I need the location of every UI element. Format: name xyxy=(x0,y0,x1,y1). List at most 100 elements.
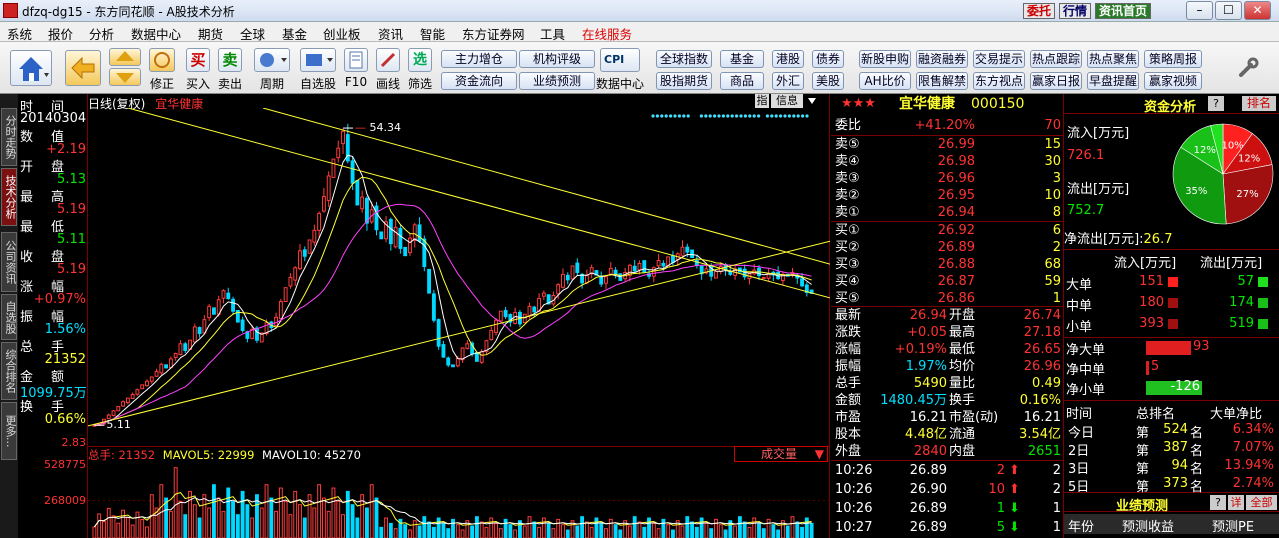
info-tab[interactable]: 信息 xyxy=(771,94,803,108)
volume-bar xyxy=(264,484,269,538)
pie-slice xyxy=(1172,146,1227,225)
menu-news[interactable]: 资讯 xyxy=(378,27,404,42)
global-index-button[interactable]: 全球指数 xyxy=(656,50,712,68)
candle-body xyxy=(575,262,580,274)
candle-body xyxy=(627,264,632,276)
capital-flow-button[interactable]: 资金流向 xyxy=(441,72,517,90)
maximize-icon[interactable]: ☐ xyxy=(1215,1,1242,20)
volume-bar xyxy=(714,518,718,538)
draw-line-icon[interactable] xyxy=(376,48,400,72)
candle-body xyxy=(431,293,436,321)
institution-rating-button[interactable]: 机构评级 xyxy=(519,50,595,68)
revise-icon[interactable] xyxy=(149,48,175,72)
volume-bar xyxy=(537,526,542,538)
tab-intraday[interactable]: 分时走势 xyxy=(1,108,17,166)
bond-button[interactable]: 债券 xyxy=(812,50,844,68)
east-view-button[interactable]: 东方视点 xyxy=(973,72,1025,90)
minimize-icon[interactable]: – xyxy=(1186,1,1213,20)
hotspot-track-button[interactable]: 热点跟踪 xyxy=(1030,50,1082,68)
us-stock-button[interactable]: 美股 xyxy=(812,72,844,90)
forecast-all-button[interactable]: 全部 xyxy=(1246,495,1277,510)
earnings-forecast-button[interactable]: 业绩预测 xyxy=(519,72,595,90)
index-futures-button[interactable]: 股指期货 xyxy=(656,72,712,90)
quote-button[interactable]: 行情 xyxy=(1059,3,1092,19)
ipo-button[interactable]: 新股申购 xyxy=(859,50,911,68)
bid-row-label: 买⑤ xyxy=(835,291,860,306)
indicator-select[interactable]: 成交量 ▼ xyxy=(734,446,828,462)
label-amplitude: 振幅 xyxy=(20,310,83,325)
watchlist-icon[interactable] xyxy=(300,48,336,72)
menu-online-service[interactable]: 在线服务 xyxy=(582,27,633,42)
ah-ratio-button[interactable]: AH比价 xyxy=(859,72,911,90)
hotspot-focus-button[interactable]: 热点聚焦 xyxy=(1087,50,1139,68)
home-icon[interactable] xyxy=(10,50,52,86)
menu-data-center[interactable]: 数据中心 xyxy=(131,27,182,42)
trade-tips-button[interactable]: 交易提示 xyxy=(973,50,1025,68)
index-tab[interactable]: 指 xyxy=(755,94,769,108)
down-arrow-icon[interactable] xyxy=(109,68,141,86)
kline-chart-panel[interactable]: 日线(复权) 宜华健康 指 信息 — 54.34 5.11 总手: 21352 … xyxy=(88,94,830,538)
period-icon[interactable] xyxy=(254,48,290,72)
volume-bar xyxy=(211,484,216,538)
sell-icon[interactable]: 卖 xyxy=(218,48,242,72)
commodity-button[interactable]: 商品 xyxy=(720,72,764,90)
hk-stock-button[interactable]: 港股 xyxy=(772,50,804,68)
menu-quote[interactable]: 报价 xyxy=(48,27,74,42)
lockup-button[interactable]: 限售解禁 xyxy=(916,72,968,90)
order-button[interactable]: 委托 xyxy=(1023,3,1056,19)
rank-button[interactable]: 排名 xyxy=(1242,96,1276,111)
data-center-icon[interactable]: CPI xyxy=(600,48,640,72)
candle-body xyxy=(345,134,350,162)
tab-company-news[interactable]: 公司资讯 xyxy=(1,232,17,292)
tab-more[interactable]: 更多... xyxy=(1,402,17,460)
margin-button[interactable]: 融资融券 xyxy=(916,50,968,68)
menu-funds[interactable]: 基金 xyxy=(282,27,308,42)
menu-futures[interactable]: 期货 xyxy=(198,27,224,42)
volume-bar xyxy=(685,516,690,538)
menu-smart[interactable]: 智能 xyxy=(420,27,446,42)
main-force-button[interactable]: 主力增仓 xyxy=(441,50,517,68)
menu-system[interactable]: 系统 xyxy=(7,27,33,42)
close-icon[interactable]: ✕ xyxy=(1244,1,1271,20)
event-marker xyxy=(787,114,792,118)
pie-slice-label: 10% xyxy=(1221,141,1243,152)
tab-watchlist[interactable]: 自选股 xyxy=(1,294,17,340)
ask-row-label: 卖③ xyxy=(835,171,860,186)
forecast-help-button[interactable]: ? xyxy=(1210,495,1226,510)
tab-ranking[interactable]: 综合排名 xyxy=(1,342,17,400)
candle-body xyxy=(522,313,527,324)
rank-suffix: 名 xyxy=(1190,444,1204,459)
winner-daily-button[interactable]: 赢家日报 xyxy=(1030,72,1082,90)
weibi-row-price: +41.20% xyxy=(914,118,975,133)
volume-bar xyxy=(455,524,460,538)
help-button[interactable]: ? xyxy=(1208,96,1224,111)
wrench-icon[interactable] xyxy=(1236,56,1260,80)
buy-icon[interactable]: 买 xyxy=(186,48,210,72)
forecast-detail-button[interactable]: 详 xyxy=(1228,495,1244,510)
menu-tools[interactable]: 工具 xyxy=(540,27,566,42)
up-arrow-icon[interactable] xyxy=(109,48,141,66)
stat-label: 市盈 xyxy=(835,410,862,425)
filter-icon[interactable]: 选 xyxy=(408,48,432,72)
menu-analysis[interactable]: 分析 xyxy=(89,27,115,42)
stat-value: 26.65 xyxy=(1023,342,1061,357)
rank-prefix: 第 xyxy=(1136,462,1150,477)
volume-bar xyxy=(412,520,417,538)
f10-icon[interactable] xyxy=(344,48,368,72)
menu-global[interactable]: 全球 xyxy=(240,27,266,42)
winner-video-button[interactable]: 赢家视频 xyxy=(1144,72,1202,90)
back-arrow-icon[interactable] xyxy=(65,50,101,86)
tab-technical[interactable]: 技术分析 xyxy=(1,168,17,226)
news-home-button[interactable]: 资讯首页 xyxy=(1095,3,1152,19)
menu-gem[interactable]: 创业板 xyxy=(323,27,361,42)
fund-button[interactable]: 基金 xyxy=(720,50,764,68)
menu-securities-web[interactable]: 东方证券网 xyxy=(462,27,525,42)
ask-row-label: 卖① xyxy=(835,205,860,220)
morning-alert-button[interactable]: 早盘提醒 xyxy=(1087,72,1139,90)
strategy-weekly-button[interactable]: 策略周报 xyxy=(1144,50,1202,68)
chart-menu-arrow-icon[interactable] xyxy=(806,95,818,107)
volume-bar xyxy=(168,510,173,538)
stat-value: 4.48亿 xyxy=(905,427,947,442)
pie-slice-label: 27% xyxy=(1236,189,1258,200)
forex-button[interactable]: 外汇 xyxy=(772,72,804,90)
